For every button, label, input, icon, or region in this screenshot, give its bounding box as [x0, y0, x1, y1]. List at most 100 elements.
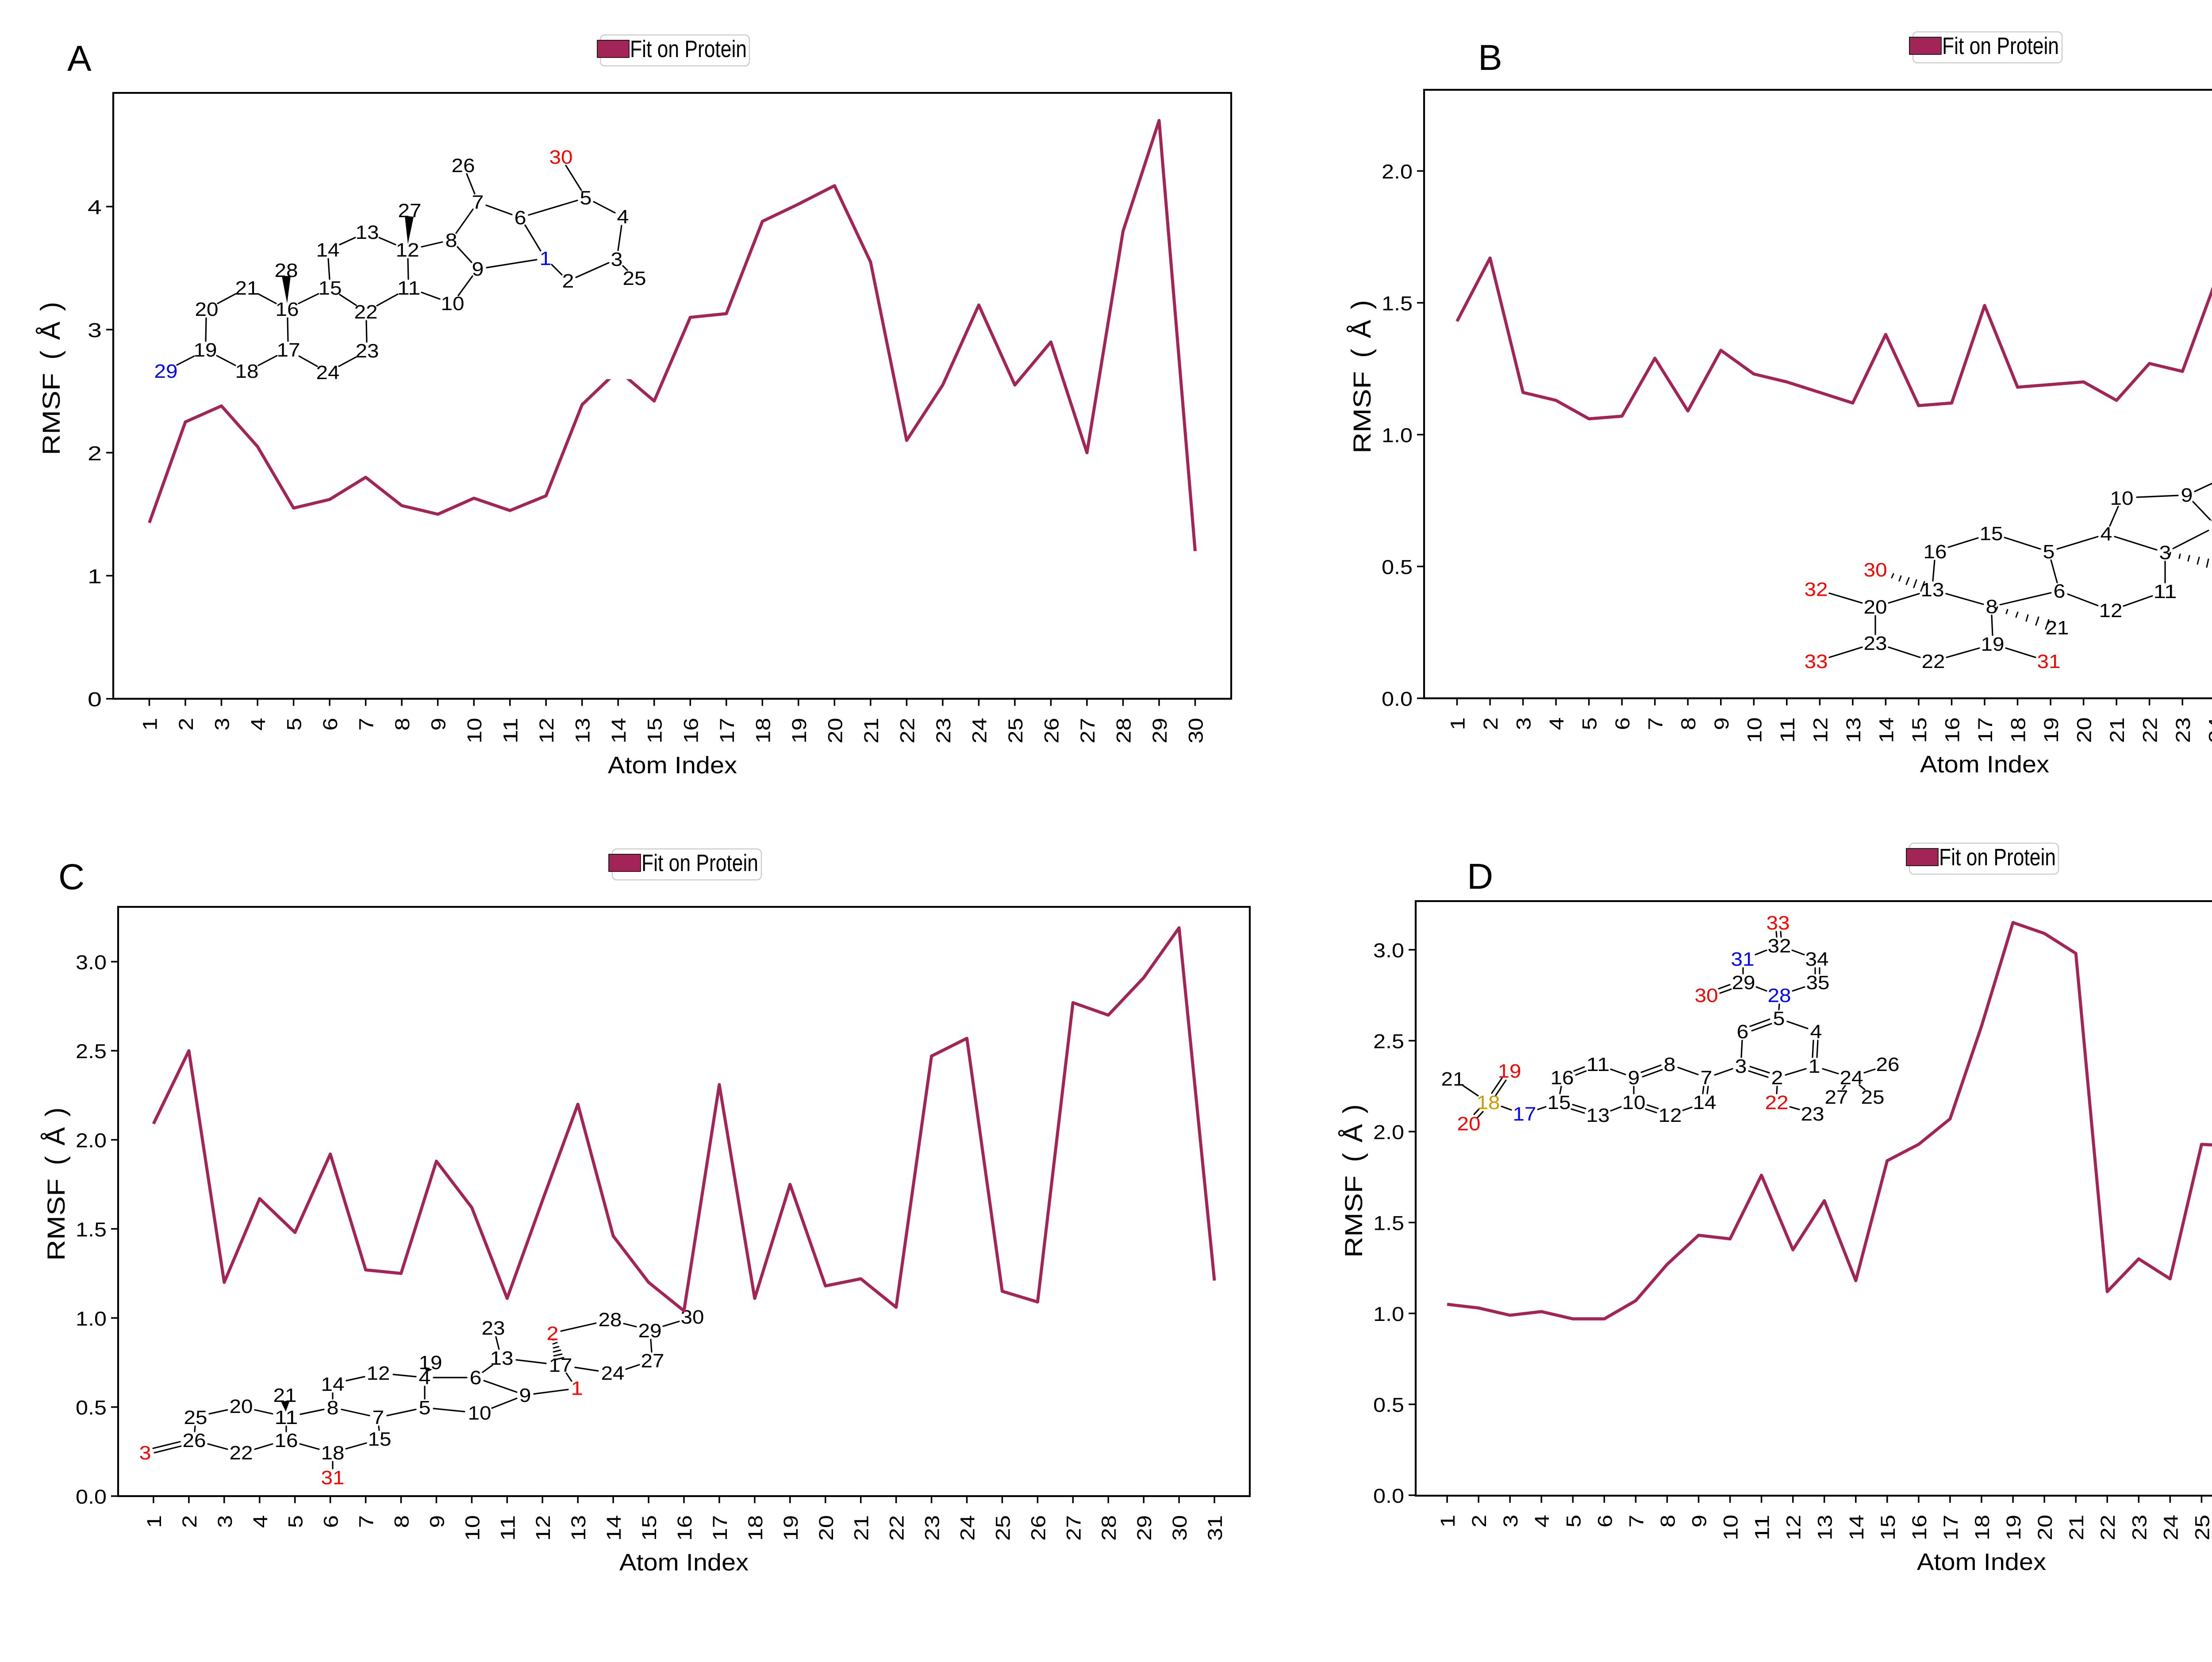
svg-text:18: 18	[321, 1442, 345, 1464]
svg-text:22: 22	[230, 1442, 253, 1464]
svg-text:19: 19	[788, 718, 810, 744]
svg-text:9: 9	[426, 1515, 448, 1528]
svg-text:0.0: 0.0	[1373, 1485, 1404, 1507]
svg-text:10: 10	[441, 293, 465, 315]
svg-text:8: 8	[391, 718, 414, 731]
svg-text:10: 10	[1743, 718, 1766, 743]
svg-text:20: 20	[1864, 596, 1887, 618]
svg-text:24: 24	[601, 1363, 625, 1384]
svg-text:14: 14	[1693, 1092, 1717, 1113]
svg-text:26: 26	[183, 1430, 206, 1451]
svg-text:23: 23	[1864, 633, 1887, 654]
svg-text:3.0: 3.0	[1373, 939, 1404, 962]
svg-text:7: 7	[1701, 1067, 1713, 1089]
svg-text:20: 20	[2073, 718, 2096, 743]
svg-text:31: 31	[1731, 948, 1755, 970]
svg-text:21: 21	[860, 718, 883, 744]
svg-text:12: 12	[2099, 600, 2123, 622]
svg-text:3: 3	[1735, 1056, 1747, 1077]
svg-text:22: 22	[2139, 718, 2162, 743]
svg-text:21: 21	[2106, 718, 2128, 743]
svg-text:6: 6	[515, 207, 526, 229]
svg-text:15: 15	[1548, 1092, 1571, 1113]
svg-text:22: 22	[896, 718, 918, 744]
svg-text:26: 26	[1027, 1515, 1049, 1541]
svg-text:8: 8	[445, 230, 457, 251]
svg-text:13: 13	[1921, 579, 1944, 601]
svg-text:4: 4	[247, 718, 269, 731]
svg-text:7: 7	[1625, 1515, 1647, 1528]
svg-text:25: 25	[623, 268, 646, 289]
svg-text:(Å): (Å)	[35, 291, 66, 360]
svg-text:17: 17	[716, 718, 738, 744]
svg-text:24: 24	[316, 362, 340, 384]
svg-text:1.5: 1.5	[1373, 1212, 1404, 1235]
svg-text:27: 27	[1062, 1515, 1085, 1541]
svg-text:16: 16	[1941, 718, 1964, 743]
svg-text:13: 13	[567, 1515, 590, 1541]
svg-text:20: 20	[815, 1515, 837, 1541]
svg-text:12: 12	[1659, 1105, 1682, 1126]
svg-text:1: 1	[1447, 718, 1469, 730]
svg-text:31: 31	[1204, 1515, 1226, 1541]
svg-text:11: 11	[1586, 1054, 1610, 1075]
svg-text:9: 9	[519, 1385, 531, 1406]
svg-text:RMSF: RMSF	[1340, 1175, 1367, 1258]
svg-text:20: 20	[1457, 1113, 1481, 1135]
svg-text:5: 5	[284, 1515, 307, 1528]
svg-text:29: 29	[1732, 972, 1755, 994]
svg-text:12: 12	[535, 718, 558, 744]
svg-text:24: 24	[956, 1515, 979, 1541]
svg-text:21: 21	[2065, 1515, 2088, 1540]
svg-text:13: 13	[1814, 1515, 1836, 1540]
svg-text:6: 6	[2054, 580, 2066, 602]
svg-text:22: 22	[1765, 1092, 1789, 1113]
svg-text:2: 2	[1479, 718, 1502, 730]
svg-text:1.5: 1.5	[76, 1218, 107, 1241]
svg-text:21: 21	[1441, 1068, 1465, 1090]
svg-text:27: 27	[641, 1350, 664, 1372]
svg-text:23: 23	[1801, 1103, 1824, 1125]
svg-text:29: 29	[1133, 1515, 1156, 1541]
svg-text:22: 22	[1922, 651, 1945, 672]
svg-text:16: 16	[680, 718, 702, 744]
svg-text:34: 34	[1805, 948, 1829, 970]
svg-text:13: 13	[1586, 1105, 1610, 1126]
svg-text:18: 18	[1477, 1092, 1500, 1113]
svg-text:2.5: 2.5	[1373, 1030, 1404, 1053]
svg-text:23: 23	[356, 340, 379, 362]
svg-text:11: 11	[496, 1515, 519, 1541]
svg-text:15: 15	[1877, 1515, 1899, 1540]
svg-text:24: 24	[2159, 1515, 2182, 1540]
svg-text:25: 25	[2191, 1515, 2212, 1540]
svg-text:3: 3	[611, 249, 623, 270]
svg-text:25: 25	[991, 1515, 1014, 1541]
svg-text:17: 17	[1513, 1103, 1536, 1125]
svg-text:2: 2	[547, 1323, 559, 1344]
svg-text:9: 9	[2181, 484, 2193, 506]
svg-text:21: 21	[273, 1385, 297, 1406]
svg-text:23: 23	[2128, 1515, 2151, 1540]
svg-text:16: 16	[276, 299, 299, 320]
svg-text:Fit on Protein: Fit on Protein	[1942, 33, 2059, 59]
svg-text:12: 12	[396, 239, 419, 261]
svg-text:12: 12	[1809, 718, 1832, 743]
svg-text:28: 28	[1768, 985, 1791, 1006]
svg-text:1.0: 1.0	[76, 1307, 107, 1330]
svg-text:3: 3	[139, 1442, 151, 1464]
svg-text:31: 31	[321, 1467, 345, 1489]
svg-text:5: 5	[1773, 1008, 1785, 1029]
svg-text:23: 23	[2172, 718, 2194, 743]
svg-text:Atom Index: Atom Index	[1917, 1549, 2046, 1575]
svg-text:4: 4	[1810, 1021, 1822, 1043]
svg-text:2: 2	[175, 718, 197, 731]
svg-text:4: 4	[1545, 718, 1568, 730]
svg-text:15: 15	[638, 1515, 661, 1541]
svg-text:3: 3	[2159, 542, 2171, 564]
svg-text:18: 18	[2007, 718, 2030, 743]
svg-text:27: 27	[1825, 1086, 1848, 1108]
svg-text:1: 1	[143, 1515, 165, 1528]
svg-text:33: 33	[1767, 912, 1790, 934]
svg-text:1: 1	[571, 1378, 583, 1399]
svg-text:9: 9	[472, 258, 484, 280]
